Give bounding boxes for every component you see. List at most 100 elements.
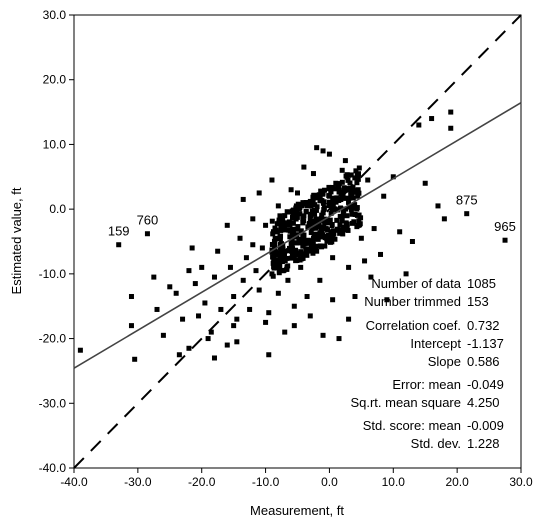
y-tick-label-6: 20.0: [43, 73, 67, 87]
cluster-point-219: [277, 244, 283, 250]
cluster-point-318: [356, 218, 362, 224]
cluster-point-352: [335, 181, 341, 187]
cluster-point-182: [316, 192, 322, 198]
data-point-28: [250, 216, 256, 222]
cluster-point-387: [291, 253, 297, 259]
cluster-point-392: [343, 195, 349, 201]
cluster-point-331: [285, 221, 291, 227]
data-point-33: [266, 352, 272, 358]
y-tick-label-3: -10.0: [39, 267, 67, 281]
cluster-point-323: [284, 255, 290, 261]
data-point-103: [381, 193, 387, 199]
stat-label-8: Std. dev.: [411, 436, 461, 451]
cluster-point-398: [307, 248, 313, 254]
cluster-point-161: [313, 243, 319, 249]
data-point-19: [218, 306, 224, 312]
cluster-point-277: [305, 224, 311, 230]
data-point-72: [416, 122, 422, 128]
cluster-point-210: [355, 176, 361, 182]
cluster-point-294: [339, 216, 345, 222]
cluster-point-367: [302, 240, 308, 246]
data-point-98: [224, 222, 230, 228]
stat-value-6: 4.250: [467, 395, 500, 410]
cluster-point-377: [274, 221, 280, 227]
data-point-88: [307, 313, 313, 319]
cluster-point-311: [279, 259, 285, 265]
cluster-point-410: [345, 177, 351, 183]
y-tick-label-4: 0.0: [49, 202, 66, 216]
cluster-point-286: [320, 200, 326, 206]
data-point-64: [365, 177, 371, 183]
cluster-point-279: [350, 195, 356, 201]
cluster-point-334: [346, 195, 352, 201]
data-point-84: [234, 339, 240, 345]
data-point-22: [231, 294, 237, 300]
cluster-point-302: [334, 226, 340, 232]
data-point-41: [291, 303, 297, 309]
cluster-point-102: [355, 193, 361, 199]
data-point-21: [227, 264, 233, 270]
data-point-68: [390, 174, 396, 180]
data-point-50: [320, 148, 326, 154]
cluster-point-403: [289, 238, 295, 244]
cluster-point-362: [294, 257, 300, 263]
data-point-100: [256, 190, 262, 196]
cluster-point-347: [343, 206, 349, 212]
cluster-point-343: [344, 213, 350, 219]
cluster-point-355: [280, 268, 286, 274]
data-point-18: [215, 248, 221, 254]
data-point-79: [464, 211, 470, 217]
cluster-point-418: [286, 209, 292, 215]
stat-label-0: Number of data: [371, 276, 461, 291]
cluster-point-276: [344, 174, 350, 180]
cluster-point-270: [299, 251, 305, 257]
data-point-71: [409, 239, 415, 244]
cluster-point-263: [358, 215, 364, 221]
data-point-73: [422, 180, 428, 186]
cluster-point-204: [334, 217, 340, 223]
cluster-point-91: [356, 190, 362, 196]
cluster-point-233: [270, 273, 276, 279]
y-tick-label-1: -30.0: [39, 396, 67, 410]
data-point-5: [132, 356, 138, 362]
cluster-point-374: [312, 192, 318, 198]
cluster-point-229: [336, 184, 342, 190]
cluster-point-137: [281, 227, 287, 233]
data-point-31: [259, 245, 265, 251]
x-tick-label-7: 30.0: [509, 475, 533, 489]
cluster-point-317: [288, 255, 294, 261]
data-point-1: [116, 242, 122, 248]
data-point-12: [189, 245, 195, 251]
data-point-6: [154, 306, 160, 312]
cluster-point-413: [357, 221, 363, 227]
cluster-point-396: [335, 207, 341, 213]
cluster-point-395: [331, 231, 337, 237]
data-point-2: [144, 231, 150, 237]
cluster-point-283: [286, 219, 292, 225]
data-point-45: [304, 294, 310, 300]
cluster-point-342: [320, 234, 326, 240]
cluster-point-390: [326, 186, 332, 192]
cluster-point-222: [269, 218, 275, 224]
x-tick-label-6: 20.0: [445, 475, 469, 489]
data-point-90: [250, 242, 256, 248]
cluster-point-322: [307, 198, 313, 204]
stat-label-4: Slope: [428, 354, 461, 369]
cluster-point-248: [329, 222, 335, 228]
cluster-point-316: [328, 189, 334, 195]
data-point-24: [237, 235, 243, 241]
cluster-point-373: [293, 203, 299, 209]
x-axis-title: Measurement, ft: [250, 503, 344, 518]
data-point-47: [310, 171, 316, 177]
cluster-point-335: [295, 250, 301, 256]
data-point-38: [282, 213, 288, 219]
stat-label-5: Error: mean: [392, 377, 461, 392]
cluster-point-365: [329, 207, 335, 213]
cluster-point-138: [355, 188, 361, 194]
x-tick-label-5: 10.0: [382, 475, 406, 489]
cluster-point-168: [284, 266, 290, 272]
cluster-point-163: [310, 250, 316, 256]
cluster-point-360: [295, 224, 301, 230]
cluster-point-363: [338, 205, 344, 211]
